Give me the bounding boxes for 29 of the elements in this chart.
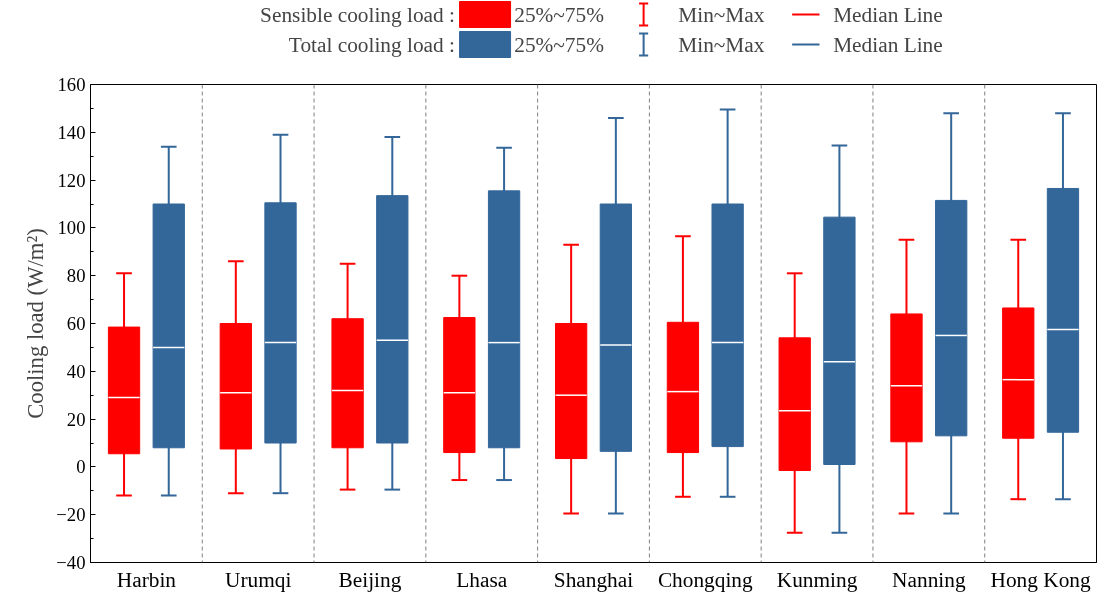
text: Median Line xyxy=(833,2,943,27)
y-tick-label: 0 xyxy=(76,456,86,478)
text: 25%~75% xyxy=(514,2,604,27)
text: 25%~75% xyxy=(514,32,605,57)
legend-label: Total cooling load : xyxy=(288,32,455,57)
y-tick-label: 160 xyxy=(57,74,86,95)
y-tick-label: 100 xyxy=(57,217,86,239)
text: Min~Max xyxy=(678,32,765,57)
text: Min~Max xyxy=(678,2,765,27)
text: Median Line xyxy=(833,32,943,57)
y-tick-label: 140 xyxy=(57,121,86,143)
y-tick-label: 20 xyxy=(66,408,86,430)
x-tick-label: Shanghai xyxy=(553,567,634,592)
y-tick-label: 40 xyxy=(66,360,86,382)
y-axis-title: Cooling load (W/m²) xyxy=(23,228,49,419)
x-tick-label: Harbin xyxy=(116,567,177,592)
y-tick-label: 120 xyxy=(57,169,86,191)
y-tick-label: 80 xyxy=(66,265,86,287)
x-tick-label: Kunming xyxy=(776,567,858,592)
y-tick-label: −40 xyxy=(56,552,86,573)
x-tick-label: Hong Kong xyxy=(990,567,1092,592)
x-tick-label: Nanning xyxy=(892,567,966,592)
x-tick-label: Beijing xyxy=(338,567,402,592)
x-tick-label: Chongqing xyxy=(657,567,754,592)
x-tick-label: Lhasa xyxy=(456,567,508,592)
y-tick-label: −20 xyxy=(56,504,86,526)
y-tick-label: 60 xyxy=(66,313,86,334)
legend-label: Sensible cooling load : xyxy=(260,2,455,27)
x-tick-label: Urumqi xyxy=(224,567,292,592)
